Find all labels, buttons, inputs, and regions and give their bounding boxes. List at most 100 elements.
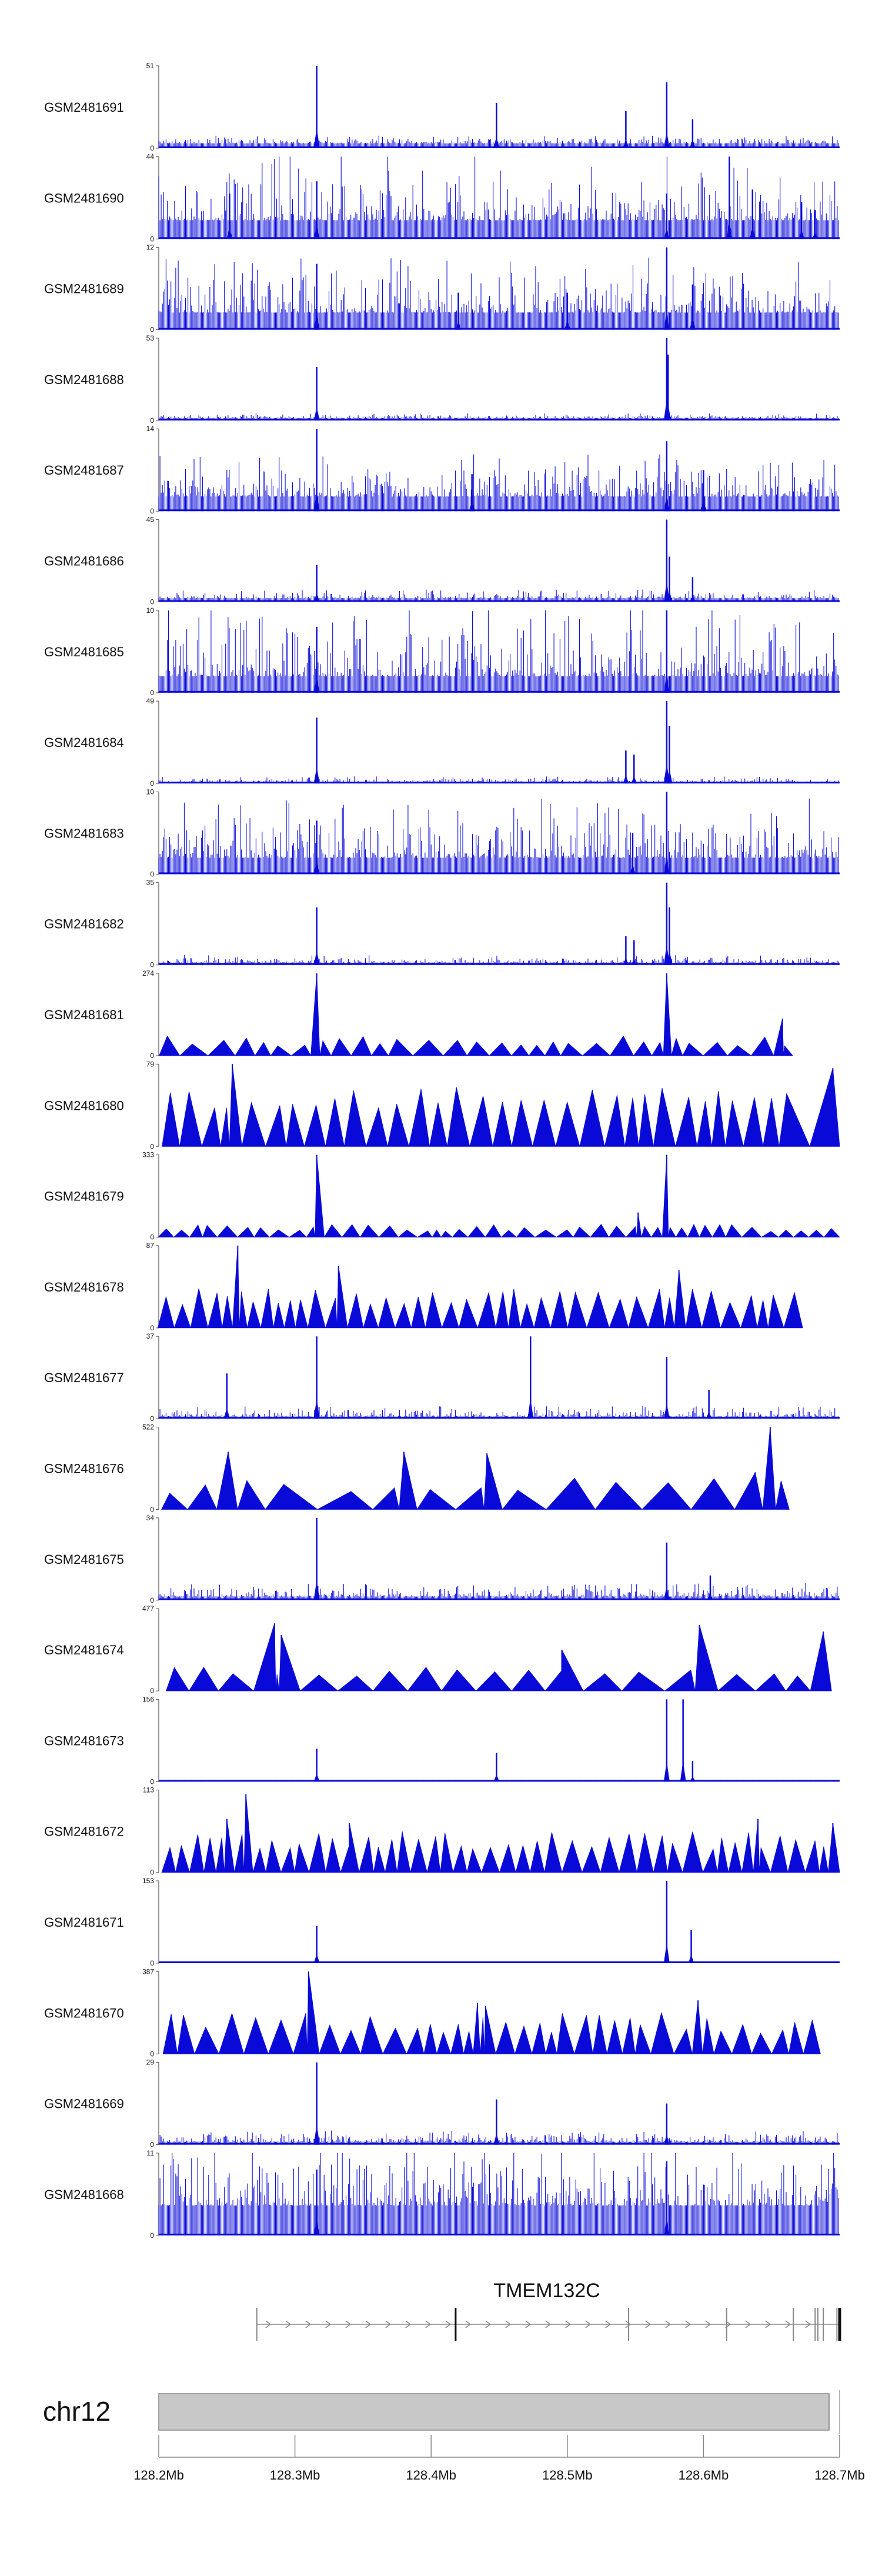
y-axis-max-label: 14 — [146, 425, 155, 433]
coverage-peak-base — [663, 853, 670, 875]
coverage-peak-base — [631, 776, 637, 784]
strand-arrow-icon — [685, 2320, 691, 2328]
coverage-peak-base — [665, 403, 671, 421]
coverage-peak-base — [706, 1411, 712, 1419]
track-label: GSM2481683 — [44, 826, 124, 840]
y-axis-min-label: 0 — [150, 1506, 154, 1514]
coverage-peak-base — [313, 2124, 320, 2145]
coverage-track: GSM2481691 51 0 — [44, 62, 840, 152]
y-axis-max-label: 477 — [142, 1604, 154, 1613]
strand-arrow-icon — [385, 2320, 392, 2328]
track-label: GSM2481669 — [44, 2097, 124, 2111]
coverage-track: GSM2481671 153 0 — [44, 1877, 840, 1967]
strand-arrow-icon — [405, 2320, 412, 2328]
y-axis-max-label: 333 — [142, 1151, 154, 1159]
coverage-area — [157, 1245, 803, 1329]
coverage-peak-base — [663, 2134, 670, 2145]
coverage-track: GSM2481690 44 0 — [44, 152, 840, 243]
coverage-peak-base — [700, 500, 707, 512]
coverage-histogram — [158, 2153, 839, 2235]
y-axis-max-label: 11 — [147, 2149, 155, 2157]
y-axis-min-label: 0 — [150, 779, 154, 788]
track-label: GSM2481675 — [44, 1552, 124, 1567]
track-label: GSM2481670 — [44, 2006, 124, 2020]
coverage-area — [161, 1427, 790, 1510]
track-label: GSM2481681 — [44, 1007, 124, 1022]
coverage-track: GSM2481679 333 0 — [44, 1151, 840, 1242]
y-axis-max-label: 44 — [146, 152, 155, 161]
coverage-peak-base — [680, 1761, 686, 1782]
coverage-histogram — [158, 610, 839, 693]
coverage-track: GSM2481676 522 0 — [44, 1423, 790, 1514]
y-axis-max-label: 79 — [146, 1060, 155, 1068]
coverage-area — [161, 1794, 840, 1873]
y-axis-min-label: 0 — [150, 598, 154, 606]
genome-axis-tick-label: 128.2Mb — [133, 2468, 184, 2482]
strand-arrow-icon — [765, 2320, 771, 2328]
coverage-track: GSM2481678 87 0 — [44, 1242, 803, 1332]
coverage-peak-base — [663, 672, 670, 693]
y-axis-min-label: 0 — [150, 1233, 154, 1242]
track-label: GSM2481691 — [44, 100, 124, 115]
chromosome-ideogram-band — [158, 2393, 830, 2431]
coverage-peak-base — [313, 1954, 320, 1963]
track-label: GSM2481678 — [44, 1280, 124, 1294]
y-axis-max-label: 153 — [142, 1877, 154, 1885]
coverage-peak-base — [663, 1403, 670, 1419]
gene-name-label: TMEM132C — [493, 2280, 600, 2302]
coverage-track: GSM2481675 34 0 — [44, 1514, 840, 1604]
y-axis-min-label: 0 — [150, 326, 154, 334]
coverage-peak-base — [666, 769, 673, 784]
y-axis-min-label: 0 — [150, 1687, 154, 1695]
coverage-peak-base — [629, 863, 636, 875]
y-axis-min-label: 0 — [150, 1777, 154, 1786]
coverage-histogram — [158, 1583, 839, 1600]
coverage-peak-base — [313, 860, 320, 875]
y-axis-min-label: 0 — [150, 2231, 154, 2240]
coverage-baseline — [159, 328, 840, 330]
y-axis-min-label: 0 — [150, 689, 154, 697]
y-axis-min-label: 0 — [150, 2050, 154, 2058]
coverage-peak-base — [663, 1761, 670, 1782]
coverage-peak-base — [313, 950, 320, 965]
coverage-baseline — [159, 1961, 840, 1963]
strand-arrow-icon — [565, 2320, 572, 2328]
y-axis-max-label: 10 — [146, 788, 155, 796]
chromosome-label: chr12 — [43, 2396, 111, 2427]
track-label: GSM2481680 — [44, 1098, 124, 1113]
coverage-peak-base — [527, 1398, 534, 1419]
coverage-baseline — [159, 690, 840, 693]
coverage-track: GSM2481674 477 0 — [44, 1604, 832, 1695]
y-axis-min-label: 0 — [150, 1142, 154, 1150]
coverage-peak-base — [663, 228, 670, 239]
strand-arrow-icon — [265, 2320, 272, 2328]
coverage-peak-base — [313, 1773, 320, 1782]
genome-axis-tick-label: 128.7Mb — [814, 2468, 865, 2482]
coverage-track: GSM2481672 113 0 — [44, 1786, 840, 1877]
coverage-track: GSM2481669 29 0 — [44, 2058, 840, 2149]
strand-arrow-icon — [465, 2320, 472, 2328]
strand-arrow-icon — [505, 2320, 512, 2328]
y-axis-max-label: 10 — [146, 606, 155, 615]
track-label: GSM2481668 — [44, 2187, 124, 2202]
coverage-histogram — [158, 1406, 839, 1419]
y-axis-min-label: 0 — [150, 1052, 154, 1060]
coverage-baseline — [159, 1417, 840, 1419]
y-axis-max-label: 45 — [146, 516, 155, 524]
coverage-area — [162, 1971, 821, 2054]
coverage-track: GSM2481689 12 0 — [44, 243, 840, 334]
coverage-peak-base — [623, 139, 629, 148]
y-axis-max-label: 53 — [146, 334, 155, 342]
track-label: GSM2481686 — [44, 554, 124, 569]
coverage-baseline — [159, 237, 840, 239]
strand-arrow-icon — [445, 2320, 452, 2328]
strand-arrow-icon — [285, 2320, 292, 2328]
coverage-track: GSM2481681 274 0 — [44, 969, 794, 1060]
coverage-peak-base — [663, 309, 670, 330]
coverage-track: GSM2481686 45 0 — [44, 516, 840, 606]
strand-arrow-icon — [785, 2320, 791, 2328]
strand-arrow-icon — [545, 2320, 552, 2328]
coverage-track: GSM2481684 49 0 — [44, 697, 840, 788]
strand-arrow-icon — [665, 2320, 671, 2328]
